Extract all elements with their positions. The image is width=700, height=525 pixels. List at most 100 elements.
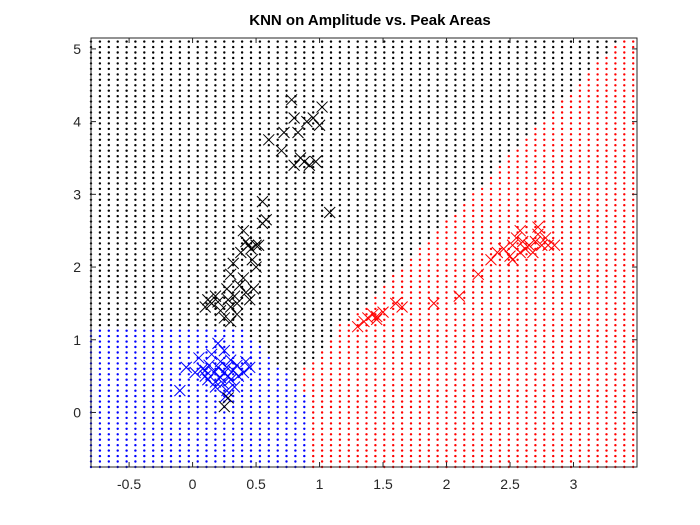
region-dot <box>196 422 199 425</box>
region-dot <box>552 225 555 229</box>
region-dot <box>285 220 288 223</box>
region-dot <box>285 100 288 103</box>
region-dot <box>116 389 119 392</box>
region-dot <box>249 165 253 169</box>
region-dot <box>552 187 555 191</box>
region-dot <box>187 62 190 65</box>
region-dot <box>543 378 546 381</box>
region-dot <box>516 274 519 278</box>
region-dot <box>489 133 493 136</box>
region-dot <box>392 400 395 403</box>
region-dot <box>552 307 555 311</box>
region-dot <box>614 274 617 278</box>
region-dot <box>463 438 466 441</box>
region-dot <box>178 433 182 436</box>
region-dot <box>436 95 439 98</box>
region-dot <box>312 351 315 354</box>
region-dot <box>347 253 350 256</box>
region-dot <box>480 416 484 420</box>
region-dot <box>240 116 244 120</box>
region-dot <box>605 214 608 218</box>
region-dot <box>240 187 244 191</box>
region-dot <box>498 62 502 65</box>
region-dot <box>436 373 439 376</box>
region-dot <box>427 405 430 409</box>
data-point-x <box>288 112 301 124</box>
region-dot <box>463 40 466 43</box>
region-dot <box>525 40 528 43</box>
region-dot <box>525 362 528 365</box>
region-dot <box>134 296 137 300</box>
region-dot <box>605 307 608 311</box>
region-dot <box>614 138 617 141</box>
region-dot <box>409 253 413 256</box>
region-dot <box>240 247 244 251</box>
region-dot <box>623 302 626 305</box>
region-dot <box>400 373 404 376</box>
region-dot <box>534 160 537 163</box>
region-dot <box>436 220 439 223</box>
region-dot <box>134 116 137 120</box>
region-dot <box>169 84 173 87</box>
region-dot <box>312 165 315 169</box>
region-dot <box>285 362 288 365</box>
region-dot <box>134 438 137 441</box>
region-dot <box>454 127 457 131</box>
region-dot <box>578 291 582 294</box>
region-dot <box>374 427 377 430</box>
region-dot <box>560 116 564 120</box>
region-dot <box>516 51 519 54</box>
region-dot <box>125 198 128 201</box>
region-dot <box>614 433 617 436</box>
region-dot <box>267 454 270 458</box>
region-dot <box>578 247 582 251</box>
region-dot <box>543 345 546 349</box>
region-dot <box>267 133 270 136</box>
region-dot <box>116 291 119 294</box>
region-dot <box>303 165 306 169</box>
region-dot <box>294 460 297 463</box>
region-dot <box>507 187 510 191</box>
region-dot <box>383 242 386 245</box>
region-dot <box>445 204 448 207</box>
region-dot <box>178 40 182 43</box>
region-dot <box>249 400 253 403</box>
region-dot <box>347 51 350 54</box>
region-dot <box>463 84 466 87</box>
region-dot <box>623 389 626 392</box>
region-dot <box>623 264 626 267</box>
region-dot <box>196 193 199 196</box>
region-dot <box>223 127 226 131</box>
region-dot <box>187 444 190 447</box>
region-dot <box>445 274 448 278</box>
region-dot <box>196 204 199 207</box>
region-dot <box>338 324 342 327</box>
region-dot <box>143 100 146 103</box>
region-dot <box>463 51 466 54</box>
region-dot <box>320 296 324 300</box>
region-dot <box>587 394 590 398</box>
region-dot <box>152 176 155 180</box>
region-dot <box>400 40 404 43</box>
region-dot <box>152 449 155 452</box>
region-dot <box>516 193 519 196</box>
region-dot <box>418 296 422 300</box>
region-dot <box>507 84 510 87</box>
region-dot <box>516 78 519 82</box>
region-dot <box>98 318 102 321</box>
region-dot <box>587 247 590 251</box>
region-dot <box>116 394 119 398</box>
region-dot <box>320 78 324 82</box>
region-dot <box>303 176 306 180</box>
region-dot <box>374 274 377 278</box>
region-dot <box>294 214 297 218</box>
region-dot <box>516 67 519 71</box>
region-dot <box>187 144 190 147</box>
region-dot <box>614 84 617 87</box>
region-dot <box>552 340 555 343</box>
data-point-x <box>218 312 231 324</box>
region-dot <box>587 373 590 376</box>
region-dot <box>125 182 128 185</box>
region-dot <box>160 62 164 65</box>
region-dot <box>578 433 582 436</box>
